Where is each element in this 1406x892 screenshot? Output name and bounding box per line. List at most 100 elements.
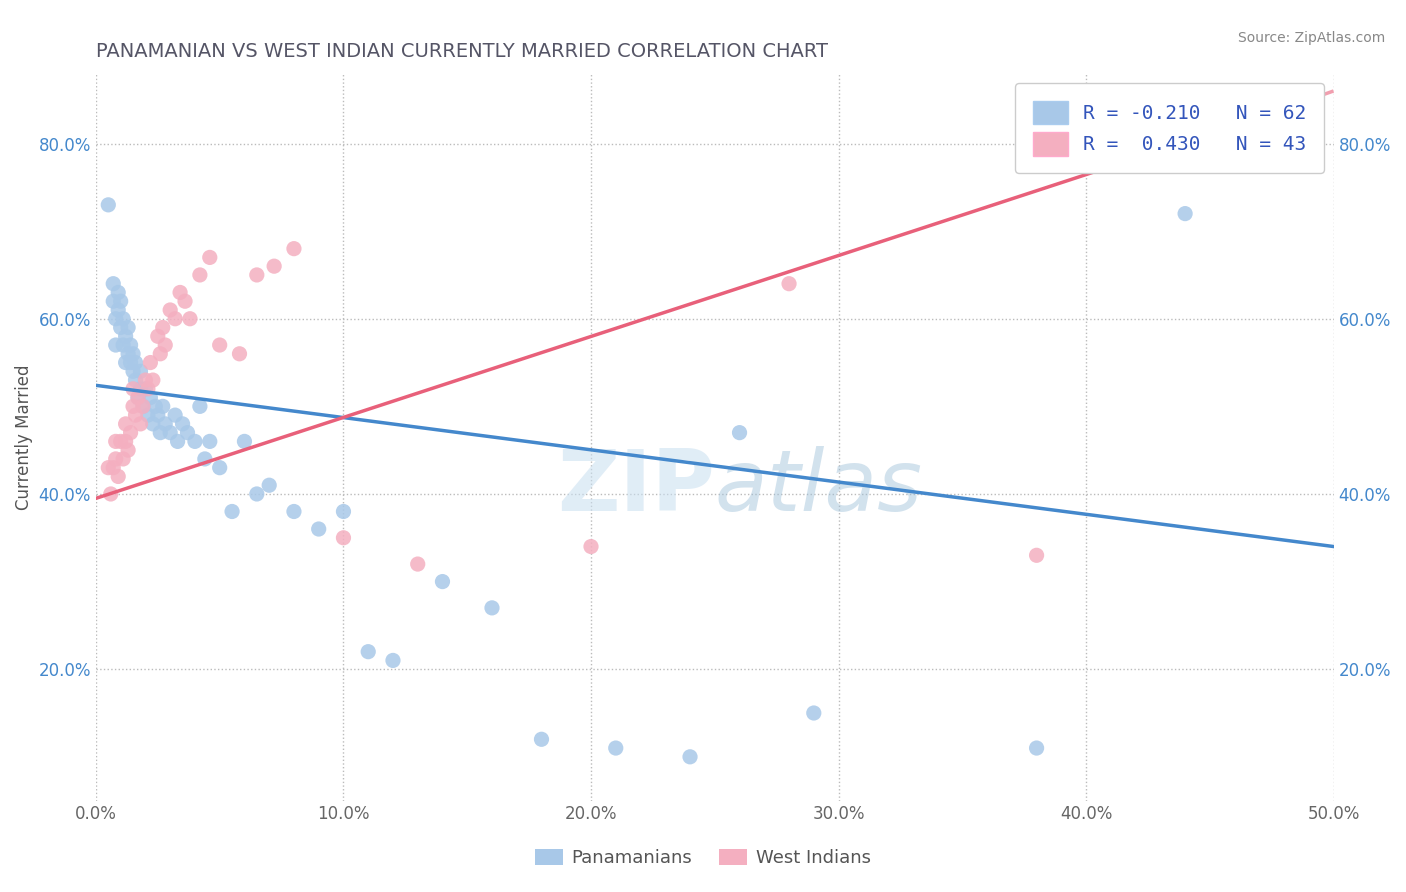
Point bbox=[127, 391, 149, 405]
Point bbox=[357, 645, 380, 659]
Point bbox=[110, 434, 132, 449]
Point bbox=[166, 434, 188, 449]
Point bbox=[142, 417, 165, 431]
Point bbox=[129, 382, 152, 396]
Point bbox=[679, 749, 702, 764]
Point bbox=[228, 347, 250, 361]
Point bbox=[107, 469, 129, 483]
Point bbox=[194, 451, 217, 466]
Point bbox=[208, 460, 231, 475]
Point bbox=[122, 382, 145, 396]
Point bbox=[120, 425, 142, 440]
Point bbox=[134, 382, 156, 396]
Point bbox=[114, 355, 136, 369]
Legend: Panamanians, West Indians: Panamanians, West Indians bbox=[529, 841, 877, 874]
Point bbox=[114, 329, 136, 343]
Point bbox=[184, 434, 207, 449]
Point bbox=[136, 382, 159, 396]
Point bbox=[129, 364, 152, 378]
Point bbox=[122, 400, 145, 414]
Point bbox=[246, 487, 269, 501]
Y-axis label: Currently Married: Currently Married bbox=[15, 364, 32, 509]
Point bbox=[114, 417, 136, 431]
Point bbox=[104, 311, 127, 326]
Point bbox=[120, 338, 142, 352]
Point bbox=[132, 400, 155, 414]
Point bbox=[778, 277, 800, 291]
Point bbox=[112, 451, 135, 466]
Point bbox=[143, 400, 166, 414]
Point bbox=[146, 408, 169, 422]
Point bbox=[124, 408, 146, 422]
Point bbox=[159, 425, 181, 440]
Point bbox=[110, 320, 132, 334]
Point bbox=[605, 741, 627, 756]
Point bbox=[122, 347, 145, 361]
Point bbox=[103, 460, 125, 475]
Text: atlas: atlas bbox=[714, 446, 922, 530]
Point bbox=[332, 531, 354, 545]
Point bbox=[198, 434, 221, 449]
Point bbox=[283, 504, 305, 518]
Point bbox=[165, 311, 187, 326]
Point bbox=[103, 294, 125, 309]
Point bbox=[1174, 206, 1197, 220]
Point bbox=[104, 434, 127, 449]
Point bbox=[104, 338, 127, 352]
Point bbox=[198, 251, 221, 265]
Point bbox=[308, 522, 330, 536]
Point bbox=[188, 400, 211, 414]
Text: PANAMANIAN VS WEST INDIAN CURRENTLY MARRIED CORRELATION CHART: PANAMANIAN VS WEST INDIAN CURRENTLY MARR… bbox=[96, 42, 828, 61]
Point bbox=[188, 268, 211, 282]
Point bbox=[103, 277, 125, 291]
Point bbox=[481, 600, 503, 615]
Point bbox=[152, 400, 174, 414]
Point bbox=[165, 408, 187, 422]
Point bbox=[134, 373, 156, 387]
Point bbox=[257, 478, 280, 492]
Text: ZIP: ZIP bbox=[557, 446, 714, 530]
Point bbox=[803, 706, 825, 720]
Point bbox=[114, 434, 136, 449]
Point bbox=[139, 355, 162, 369]
Point bbox=[263, 259, 285, 273]
Point bbox=[97, 460, 120, 475]
Point bbox=[117, 443, 139, 458]
Point bbox=[136, 408, 159, 422]
Point bbox=[117, 347, 139, 361]
Point bbox=[127, 391, 149, 405]
Point bbox=[176, 425, 198, 440]
Point bbox=[283, 242, 305, 256]
Point bbox=[1025, 549, 1047, 563]
Point bbox=[432, 574, 454, 589]
Point bbox=[100, 487, 122, 501]
Text: Source: ZipAtlas.com: Source: ZipAtlas.com bbox=[1237, 31, 1385, 45]
Point bbox=[139, 391, 162, 405]
Point bbox=[152, 320, 174, 334]
Point bbox=[110, 294, 132, 309]
Point bbox=[104, 451, 127, 466]
Point bbox=[155, 338, 177, 352]
Point bbox=[246, 268, 269, 282]
Point bbox=[406, 557, 429, 571]
Legend: R = -0.210   N = 62, R =  0.430   N = 43: R = -0.210 N = 62, R = 0.430 N = 43 bbox=[1015, 83, 1324, 173]
Point bbox=[97, 198, 120, 212]
Point bbox=[107, 303, 129, 318]
Point bbox=[117, 320, 139, 334]
Point bbox=[107, 285, 129, 300]
Point bbox=[233, 434, 256, 449]
Point bbox=[169, 285, 191, 300]
Point bbox=[129, 417, 152, 431]
Point bbox=[124, 373, 146, 387]
Point bbox=[120, 355, 142, 369]
Point bbox=[132, 400, 155, 414]
Point bbox=[124, 355, 146, 369]
Point bbox=[172, 417, 194, 431]
Point bbox=[142, 373, 165, 387]
Point bbox=[332, 504, 354, 518]
Point bbox=[155, 417, 177, 431]
Point bbox=[530, 732, 553, 747]
Point bbox=[112, 338, 135, 352]
Point bbox=[159, 303, 181, 318]
Point bbox=[146, 329, 169, 343]
